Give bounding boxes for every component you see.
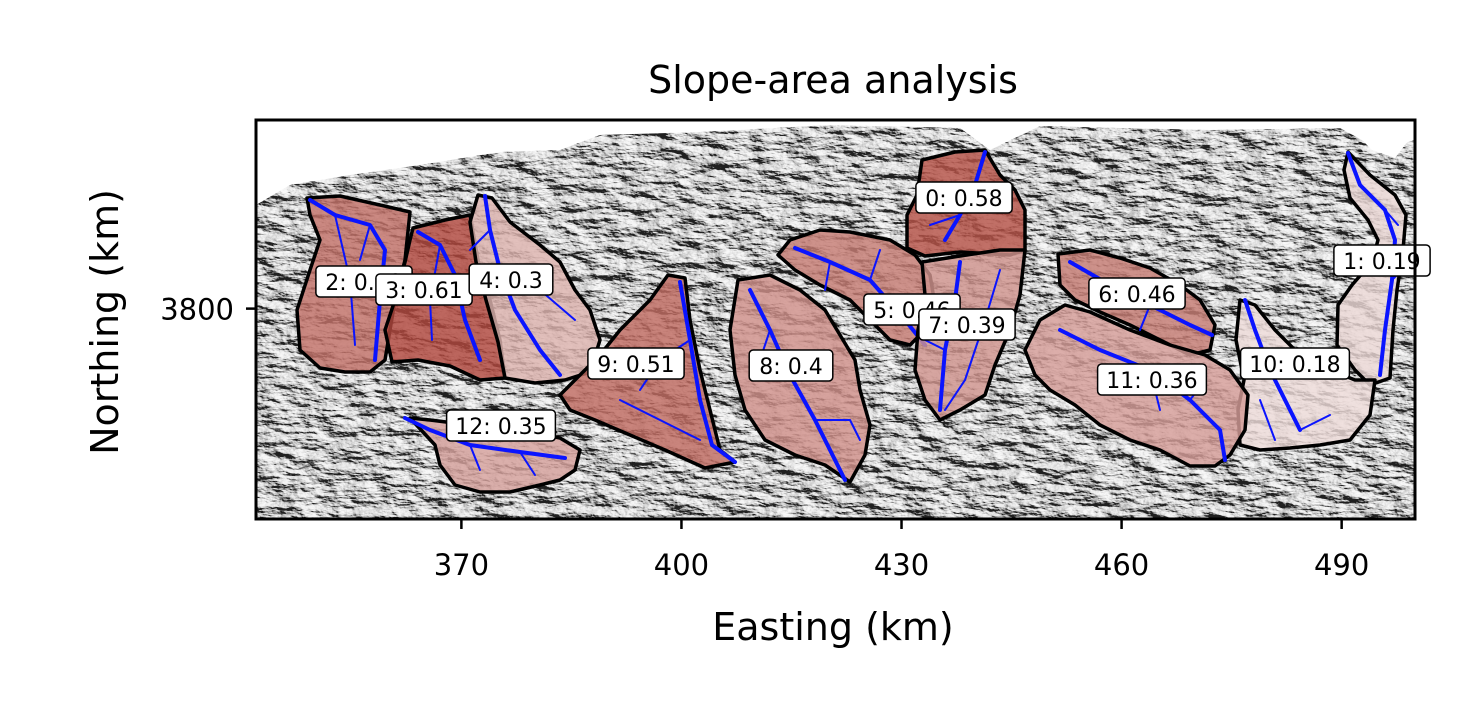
basin-label-text: 6: 0.46 — [1098, 283, 1175, 308]
basin-1-river — [1384, 209, 1399, 226]
basin-label-box — [915, 181, 1013, 214]
basin-label-3: 3: 0.61 — [375, 273, 473, 306]
basin-label-4: 4: 0.3 — [468, 263, 554, 296]
basin-label-6: 6: 0.46 — [1088, 277, 1186, 310]
nodata-area — [256, 120, 1415, 205]
basin-label-10: 10: 0.18 — [1239, 347, 1351, 380]
basin-2-river — [308, 198, 387, 362]
basin-label-text: 4: 0.3 — [479, 269, 542, 294]
basin-label-text: 3: 0.61 — [385, 279, 462, 304]
basin-label-11: 11: 0.36 — [1096, 363, 1208, 396]
basin-5-river — [824, 261, 831, 291]
basin-12-river — [519, 451, 536, 476]
plot-frame — [254, 118, 1417, 521]
basin-1-river — [1346, 151, 1397, 377]
basin-label-box — [1333, 244, 1431, 277]
basin-labels-layer: 0: 0.581: 0.192: 0.493: 0.61 4: 0.35: 0.4… — [315, 181, 1431, 442]
basin-label-8: 8: 0.4 — [748, 349, 834, 382]
basin-label-box — [918, 308, 1016, 341]
x-axis: 370 400 430 460 490 — [434, 519, 1369, 582]
basin-10-river — [1299, 414, 1331, 431]
y-tick-label: 3800 — [160, 293, 234, 327]
chart-title: Slope-area analysis — [648, 58, 1018, 102]
basin-label-box — [587, 347, 685, 380]
basin-label-box — [1239, 347, 1351, 380]
basin-9-river — [619, 399, 701, 441]
basin-label-text: 12: 0.35 — [455, 415, 546, 440]
basin-label-text: 11: 0.36 — [1106, 369, 1197, 394]
basin-7-river — [924, 339, 946, 351]
basin-7-river — [944, 269, 1001, 411]
basin-0-river — [929, 214, 961, 226]
basin-label-box — [445, 409, 557, 442]
basin-label-12: 12: 0.35 — [445, 409, 557, 442]
x-tick-label: 460 — [1094, 548, 1149, 582]
y-axis: 3800 — [160, 293, 256, 327]
basin-label-text: 8: 0.4 — [759, 355, 822, 380]
basin-label-box — [468, 263, 554, 296]
basin-8-river — [814, 419, 861, 441]
basin-label-box — [1088, 277, 1186, 310]
x-tick-label: 400 — [654, 548, 709, 582]
basin-label-1: 1: 0.19 — [1333, 244, 1431, 277]
basin-12-river — [469, 444, 481, 471]
basin-label-7: 7: 0.39 — [918, 308, 1016, 341]
basin-label-text: 10: 0.18 — [1249, 353, 1340, 378]
x-tick-label: 370 — [434, 548, 489, 582]
basin-9-river — [678, 280, 737, 464]
basin-label-9: 9: 0.51 — [587, 347, 685, 380]
basin-label-box — [748, 349, 834, 382]
basin-label-text: 7: 0.39 — [928, 314, 1005, 339]
basin-label-text: 9: 0.51 — [597, 353, 674, 378]
nodata-area-right — [1352, 120, 1415, 158]
basin-5-river — [869, 249, 881, 281]
basin-label-box — [1096, 363, 1208, 396]
basin-label-0: 0: 0.58 — [915, 181, 1013, 214]
basin-4-river — [469, 229, 491, 251]
basin-label-text: 0: 0.58 — [925, 187, 1002, 212]
x-tick-label: 490 — [1314, 548, 1369, 582]
x-axis-title: Easting (km) — [712, 605, 954, 649]
basin-2-river — [359, 224, 371, 261]
basin-10-river — [1259, 399, 1276, 441]
basin-label-text: 1: 0.19 — [1343, 250, 1420, 275]
x-tick-label: 430 — [874, 548, 929, 582]
y-axis-title: Northing (km) — [83, 189, 127, 455]
